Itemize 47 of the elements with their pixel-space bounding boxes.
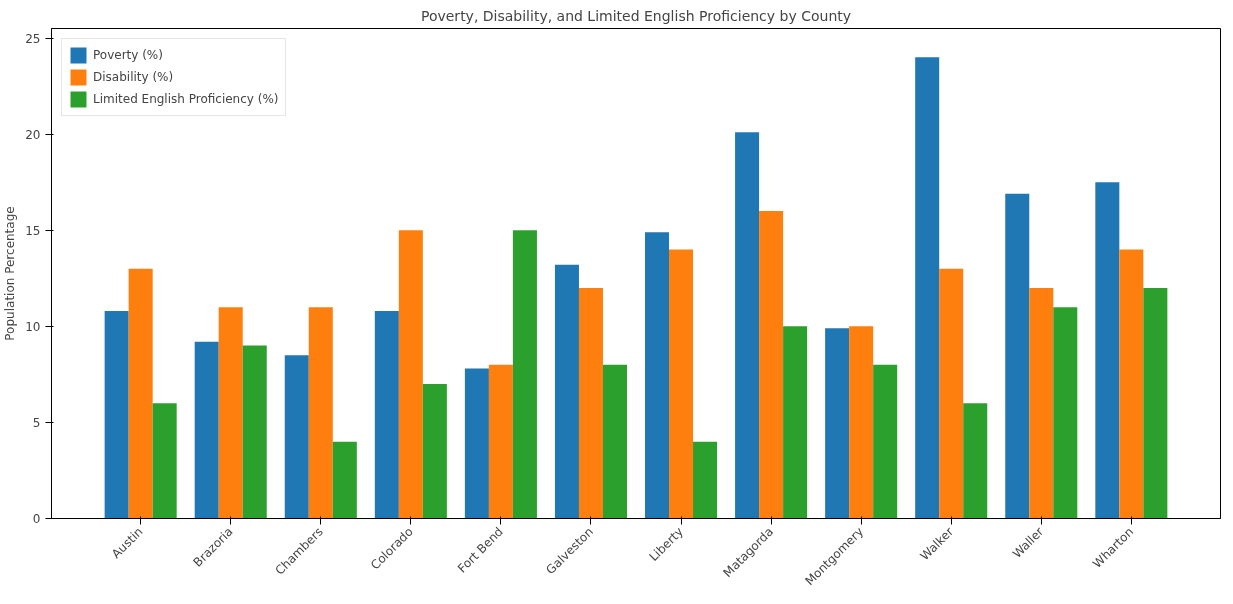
- bar: [1005, 193, 1030, 519]
- y-tick-label: 5: [32, 415, 41, 430]
- bar: [602, 364, 627, 519]
- bar: [963, 403, 988, 519]
- bar: [693, 441, 718, 519]
- bar: [825, 328, 850, 519]
- legend-label: Poverty (%): [93, 48, 163, 62]
- bar: [374, 310, 399, 519]
- legend-label: Disability (%): [93, 70, 174, 84]
- bar: [645, 232, 670, 519]
- bar: [128, 268, 153, 519]
- bar: [218, 307, 243, 519]
- bar: [915, 57, 940, 519]
- bar: [735, 132, 760, 519]
- bar: [308, 307, 333, 519]
- bar: [783, 326, 808, 519]
- bar: [1053, 307, 1078, 519]
- bar: [578, 287, 603, 519]
- y-tick-label: 10: [25, 319, 41, 334]
- bar: [939, 268, 964, 519]
- bar: [873, 364, 898, 519]
- bar: [284, 355, 309, 519]
- legend-label: Limited English Proficiency (%): [93, 92, 279, 106]
- bar: [1029, 287, 1054, 519]
- bar: [398, 230, 423, 519]
- bar: [464, 368, 489, 519]
- bar: [512, 230, 537, 519]
- bar: [422, 383, 447, 519]
- bar: [152, 403, 177, 519]
- bar: [849, 326, 874, 519]
- bar: [242, 345, 267, 519]
- bar: [194, 341, 219, 519]
- y-tick-label: 25: [25, 31, 41, 46]
- bar: [1095, 182, 1120, 519]
- bar: [669, 249, 694, 519]
- bar: [554, 264, 579, 519]
- y-tick-label: 20: [25, 127, 41, 142]
- bar: [1119, 249, 1144, 519]
- y-tick-label: 0: [32, 512, 41, 526]
- bar: [104, 310, 129, 519]
- bar: [332, 441, 357, 519]
- bar: [759, 211, 784, 519]
- y-tick-label: 15: [25, 223, 41, 238]
- bar: [1143, 287, 1168, 519]
- bar: [488, 364, 513, 519]
- chart-title: Poverty, Disability, and Limited English Proficiency by County: [420, 7, 852, 24]
- y-axis-title: Population Percentage: [3, 206, 18, 341]
